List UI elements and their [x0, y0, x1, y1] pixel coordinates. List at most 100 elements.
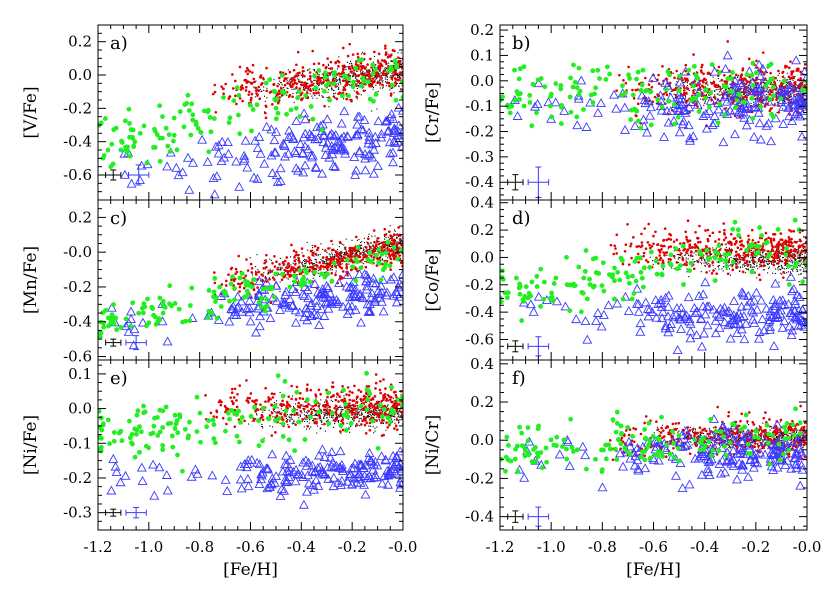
thin-disk-point: [298, 254, 301, 256]
green-point: [379, 251, 385, 257]
blue-triangle: [226, 303, 237, 313]
thin-disk-point: [676, 103, 678, 105]
green-point: [369, 259, 374, 265]
red-point: [389, 249, 393, 253]
thin-disk-point: [739, 249, 741, 251]
green-point: [181, 124, 187, 130]
red-point: [369, 57, 372, 61]
thin-disk-point: [362, 73, 365, 75]
thin-disk-point: [798, 274, 800, 276]
thin-disk-point: [793, 98, 795, 100]
green-point: [597, 76, 602, 81]
red-point: [777, 110, 781, 114]
thin-disk-point: [312, 97, 314, 99]
red-point: [284, 72, 288, 76]
red-point: [692, 53, 695, 56]
red-point: [623, 250, 627, 253]
thin-disk-point: [726, 92, 728, 94]
green-point: [247, 102, 253, 108]
red-point: [673, 76, 676, 80]
thin-disk-point: [762, 103, 764, 105]
thin-disk-point: [717, 89, 719, 91]
red-point: [367, 71, 371, 75]
thin-disk-point: [287, 88, 289, 90]
green-point: [110, 161, 116, 167]
thin-disk-point: [703, 104, 705, 106]
thin-disk-point: [293, 101, 295, 103]
thin-disk-point: [700, 108, 702, 110]
thin-disk-point: [356, 251, 358, 254]
thin-disk-point: [686, 271, 688, 273]
thin-disk-point: [768, 267, 770, 270]
thin-disk-point: [278, 269, 280, 271]
blue-triangle: [348, 289, 359, 299]
thin-disk-point: [307, 69, 309, 71]
green-point: [172, 300, 178, 306]
thin-disk-point: [670, 90, 672, 92]
thin-disk-point: [384, 246, 386, 248]
red-point: [774, 88, 778, 91]
thin-disk-point: [752, 262, 754, 264]
red-point: [354, 235, 358, 239]
thin-disk-point: [395, 247, 397, 249]
thin-disk-point: [763, 97, 765, 99]
thin-disk-point: [331, 262, 333, 264]
blue-triangle: [318, 130, 329, 139]
blue-triangle: [745, 86, 756, 96]
green-point: [312, 269, 318, 275]
blue-triangle: [787, 116, 798, 126]
thin-disk-point: [374, 76, 376, 78]
thin-disk-point: [341, 255, 343, 257]
thin-disk-point: [318, 88, 321, 90]
red-point: [637, 244, 641, 248]
blue-triangle: [656, 105, 667, 115]
thin-disk-point: [313, 263, 315, 265]
thin-disk-point: [790, 95, 793, 97]
blue-triangle: [299, 290, 310, 300]
thin-disk-point: [688, 276, 690, 278]
y-tick-label: 0.2: [68, 33, 92, 51]
red-point: [632, 97, 636, 100]
thin-disk-point: [789, 271, 792, 273]
blue-triangle: [223, 148, 234, 158]
thin-disk-point: [711, 263, 713, 265]
red-point: [220, 283, 224, 286]
thin-disk-point: [354, 253, 356, 255]
blue-triangle: [364, 131, 375, 141]
thin-disk-point: [385, 234, 387, 236]
green-point: [271, 294, 277, 300]
blue-triangle: [705, 95, 716, 105]
thin-disk-point: [362, 253, 364, 255]
red-point: [784, 64, 787, 68]
thin-disk-point: [753, 87, 755, 89]
thin-disk-point: [351, 71, 354, 73]
thin-disk-point: [799, 265, 801, 267]
thin-disk-point: [781, 273, 783, 275]
red-point: [322, 261, 325, 265]
thin-disk-point: [378, 81, 380, 83]
red-point: [329, 259, 333, 262]
thin-disk-point: [777, 74, 779, 76]
thin-disk-point: [298, 79, 300, 81]
red-point: [238, 283, 242, 286]
thin-disk-point: [363, 242, 365, 244]
thin-disk-point: [345, 249, 347, 251]
blue-triangle: [334, 136, 345, 146]
thin-disk-point: [758, 260, 760, 262]
red-point: [308, 84, 312, 87]
blue-triangle: [252, 143, 263, 153]
thin-disk-point: [708, 262, 710, 265]
red-point: [248, 90, 251, 94]
thin-disk-point: [727, 102, 729, 104]
thin-disk-point: [728, 87, 730, 89]
thin-disk-point: [389, 89, 391, 91]
red-point: [311, 265, 315, 269]
blue-triangle: [228, 301, 239, 311]
blue-triangle: [684, 133, 695, 143]
thin-disk-point: [774, 82, 776, 84]
green-point: [308, 104, 314, 109]
red-point: [378, 66, 382, 70]
green-point: [389, 67, 395, 73]
thin-disk-point: [703, 257, 705, 259]
thin-disk-point: [804, 265, 806, 267]
